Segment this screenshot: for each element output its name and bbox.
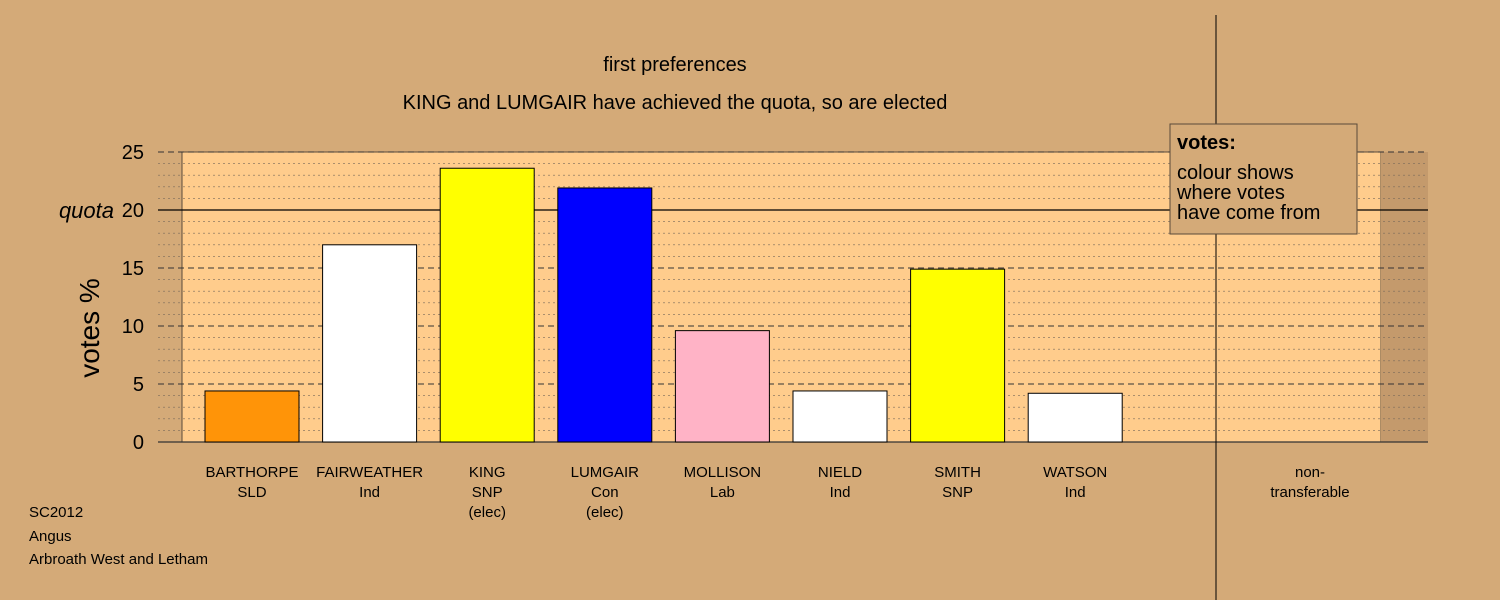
- candidate-label: WATSON: [1043, 464, 1107, 481]
- candidate-label: BARTHORPE: [205, 464, 298, 481]
- nontransferable-label: transferable: [1270, 484, 1349, 501]
- candidate-label: NIELD: [818, 464, 862, 481]
- candidate-label: SLD: [237, 484, 266, 501]
- bar-barthorpe: [204, 390, 300, 443]
- legend-line: where votes: [1176, 182, 1285, 204]
- legend-title: votes:: [1177, 132, 1236, 154]
- legend: votes: colour shows where votes have com…: [1169, 123, 1358, 235]
- footer-ward: Arbroath West and Letham: [29, 551, 208, 568]
- y-tick-label: 10: [122, 316, 144, 338]
- quota-label: quota: [59, 198, 114, 223]
- chart-subtitle: KING and LUMGAIR have achieved the quota…: [403, 92, 948, 114]
- candidate-label: MOLLISON: [684, 464, 762, 481]
- candidate-label: SNP: [472, 484, 503, 501]
- bars: [204, 167, 1123, 443]
- candidate-label: Ind: [1065, 484, 1086, 501]
- chart-title: first preferences: [603, 54, 746, 76]
- candidate-label: (elec): [586, 504, 624, 521]
- candidate-label: (elec): [468, 504, 506, 521]
- footer-council: Angus: [29, 528, 72, 545]
- y-axis: 0 5 10 15 20 25: [122, 142, 144, 454]
- candidate-label: Ind: [830, 484, 851, 501]
- y-tick-label: 0: [133, 432, 144, 454]
- legend-line: colour shows: [1177, 162, 1294, 184]
- nontransferable-area: [1381, 152, 1428, 442]
- legend-box: [1169, 123, 1358, 235]
- x-axis: BARTHORPE SLD FAIRWEATHER Ind KING SNP (elec) L…: [205, 464, 1349, 521]
- y-tick-label: 5: [133, 374, 144, 396]
- candidate-label: SMITH: [934, 464, 981, 481]
- bar-mollison: [674, 330, 770, 443]
- candidate-label: FAIRWEATHER: [316, 464, 423, 481]
- y-tick-label: 25: [122, 142, 144, 164]
- y-axis-label: votes %: [74, 278, 105, 378]
- bar-lumgair: [557, 187, 653, 443]
- nontransferable-label: non-: [1295, 464, 1325, 481]
- bar-smith: [910, 268, 1006, 443]
- candidate-label: Lab: [710, 484, 735, 501]
- candidate-label: SNP: [942, 484, 973, 501]
- y-tick-label: 20: [122, 200, 144, 222]
- candidate-label: Ind: [359, 484, 380, 501]
- candidate-label: KING: [469, 464, 506, 481]
- legend-line: have come from: [1177, 202, 1320, 224]
- bar-watson: [1027, 392, 1123, 443]
- y-tick-label: 15: [122, 258, 144, 280]
- candidate-label: LUMGAIR: [571, 464, 640, 481]
- bar-fairweather: [322, 244, 418, 443]
- footer-election: SC2012: [29, 504, 83, 521]
- bar-nield: [792, 390, 888, 443]
- bar-king: [439, 167, 535, 443]
- candidate-label: Con: [591, 484, 619, 501]
